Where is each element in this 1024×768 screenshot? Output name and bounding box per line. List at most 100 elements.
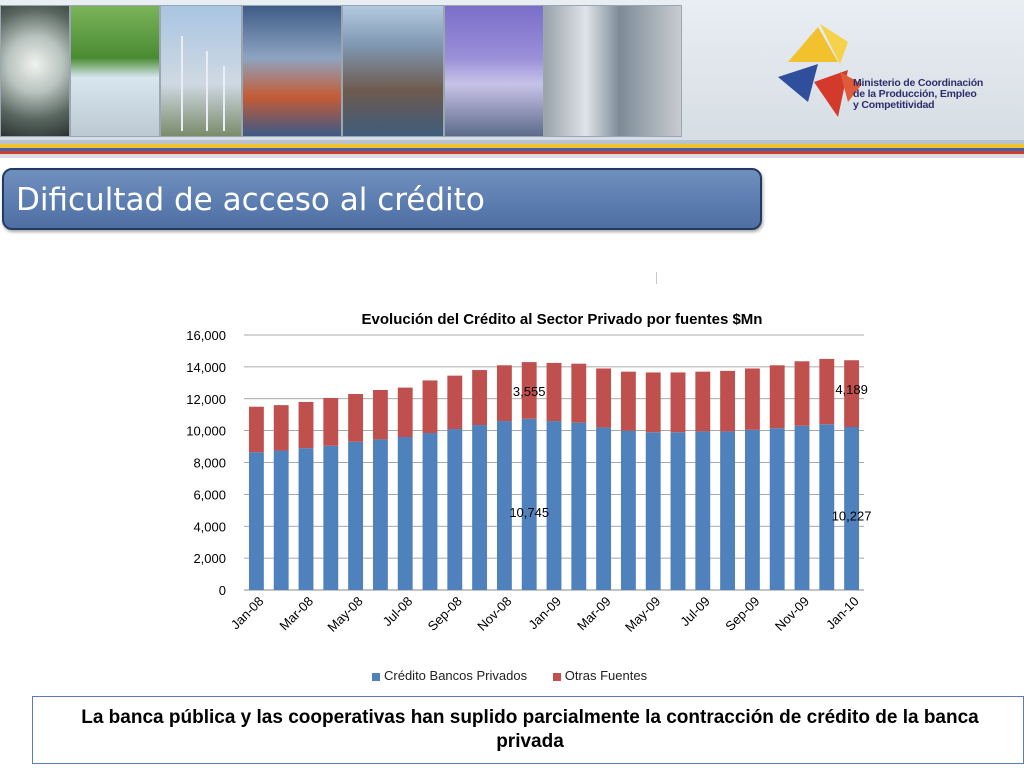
x-tick-label: Jan-08 bbox=[228, 594, 267, 633]
y-tick-label: 6,000 bbox=[193, 487, 226, 502]
x-tick-label: Sep-08 bbox=[425, 594, 465, 634]
bar-banks bbox=[844, 427, 860, 590]
bar-other bbox=[744, 368, 760, 430]
y-tick-label: 0 bbox=[219, 583, 226, 598]
slide-title-bar: Dificultad de acceso al crédito bbox=[2, 168, 762, 230]
industrial-photo bbox=[544, 5, 682, 137]
bar-banks bbox=[422, 433, 438, 590]
bar-other bbox=[645, 372, 661, 433]
bar-other bbox=[521, 362, 537, 419]
y-tick-label: 4,000 bbox=[193, 519, 226, 534]
bar-banks bbox=[298, 448, 314, 590]
legend-label-banks: Crédito Bancos Privados bbox=[384, 668, 528, 683]
bar-other bbox=[819, 358, 835, 425]
bar-banks bbox=[447, 429, 463, 590]
bar-banks bbox=[248, 452, 264, 590]
x-tick-label: Sep-09 bbox=[722, 594, 762, 634]
chart-legend: Crédito Bancos Privados Otras Fuentes bbox=[372, 668, 669, 683]
agriculture-photo bbox=[70, 5, 160, 137]
x-tick-label: Nov-08 bbox=[474, 594, 514, 634]
y-tick-label: 8,000 bbox=[193, 456, 226, 471]
legend-item-other: Otras Fuentes bbox=[552, 668, 648, 683]
ship-photo bbox=[342, 5, 444, 137]
flag-stripes bbox=[0, 140, 1024, 164]
bar-banks bbox=[521, 418, 537, 590]
bar-other bbox=[844, 360, 860, 428]
welder-photo bbox=[242, 5, 342, 137]
x-tick-label: Jan-10 bbox=[823, 594, 862, 633]
bar-other bbox=[422, 380, 438, 434]
data-label: 4,189 bbox=[835, 382, 868, 397]
x-tick-label: Mar-08 bbox=[276, 594, 316, 634]
bar-banks bbox=[397, 437, 413, 590]
bar-other bbox=[273, 405, 289, 451]
data-label: 10,227 bbox=[832, 509, 872, 524]
bar-other bbox=[372, 389, 388, 440]
bar-banks bbox=[496, 421, 512, 590]
org-line-1: Ministerio de Coordinación bbox=[853, 77, 984, 89]
x-tick-label: Nov-09 bbox=[772, 594, 812, 634]
bar-banks bbox=[348, 441, 364, 590]
organization-name: Ministerio de Coordinación de la Producc… bbox=[853, 78, 983, 111]
x-tick-label: Jul-09 bbox=[677, 594, 713, 630]
bar-other bbox=[298, 401, 314, 449]
cursor-mark bbox=[656, 272, 657, 284]
circuit-board-photo bbox=[444, 5, 544, 137]
data-label: 3,555 bbox=[513, 384, 546, 399]
bar-banks bbox=[596, 427, 612, 590]
bar-other bbox=[670, 372, 686, 433]
bar-banks bbox=[546, 421, 562, 590]
chart-title: Evolución del Crédito al Sector Privado … bbox=[362, 311, 763, 328]
bar-other bbox=[720, 370, 736, 432]
x-tick-label: Mar-09 bbox=[574, 594, 614, 634]
bar-banks bbox=[645, 432, 661, 590]
bar-other bbox=[546, 362, 562, 422]
bar-other bbox=[496, 365, 512, 422]
x-tick-label: Jan-09 bbox=[525, 594, 564, 633]
x-tick-label: Jul-08 bbox=[380, 594, 416, 630]
y-tick-label: 16,000 bbox=[186, 328, 226, 343]
x-tick-label: May-08 bbox=[324, 594, 365, 635]
bar-other bbox=[695, 371, 711, 432]
bar-banks bbox=[744, 429, 760, 590]
bar-other bbox=[620, 371, 636, 431]
bar-banks bbox=[819, 424, 835, 590]
ministry-logo-icon bbox=[778, 24, 862, 117]
y-tick-label: 14,000 bbox=[186, 360, 226, 375]
legend-swatch-other bbox=[552, 672, 561, 681]
bar-banks bbox=[769, 428, 785, 590]
bar-banks bbox=[472, 425, 488, 590]
bar-banks bbox=[620, 430, 636, 590]
slide-title: Dificultad de acceso al crédito bbox=[16, 182, 485, 218]
wind-turbines-photo bbox=[160, 5, 242, 137]
bar-other bbox=[472, 370, 488, 426]
bar-banks bbox=[273, 450, 289, 590]
bar-other bbox=[323, 397, 339, 446]
data-label: 10,745 bbox=[509, 505, 549, 520]
y-tick-label: 12,000 bbox=[186, 392, 226, 407]
note-box: La banca pública y las cooperativas han … bbox=[32, 696, 1024, 764]
globe-photo bbox=[0, 5, 70, 137]
org-line-2: de la Producción, Empleo bbox=[853, 88, 977, 100]
bar-banks bbox=[670, 432, 686, 590]
note-text: La banca pública y las cooperativas han … bbox=[81, 707, 979, 752]
bar-banks bbox=[571, 422, 587, 590]
bar-other bbox=[348, 393, 364, 442]
header-banner: Ministerio de Coordinación de la Producc… bbox=[0, 0, 1024, 140]
legend-item-banks: Crédito Bancos Privados bbox=[372, 668, 527, 683]
bar-banks bbox=[695, 431, 711, 590]
bar-banks bbox=[372, 439, 388, 590]
bar-other bbox=[571, 363, 587, 423]
bar-banks bbox=[720, 431, 736, 590]
y-tick-label: 10,000 bbox=[186, 424, 226, 439]
legend-swatch-banks bbox=[372, 672, 380, 681]
bar-other bbox=[769, 365, 785, 429]
org-line-3: y Competitividad bbox=[853, 99, 935, 111]
x-tick-label: May-09 bbox=[622, 594, 663, 635]
bar-other bbox=[447, 375, 463, 430]
legend-label-other: Otras Fuentes bbox=[564, 668, 648, 683]
bar-other bbox=[397, 387, 413, 437]
bar-banks bbox=[794, 425, 810, 590]
y-tick-label: 2,000 bbox=[193, 551, 226, 566]
